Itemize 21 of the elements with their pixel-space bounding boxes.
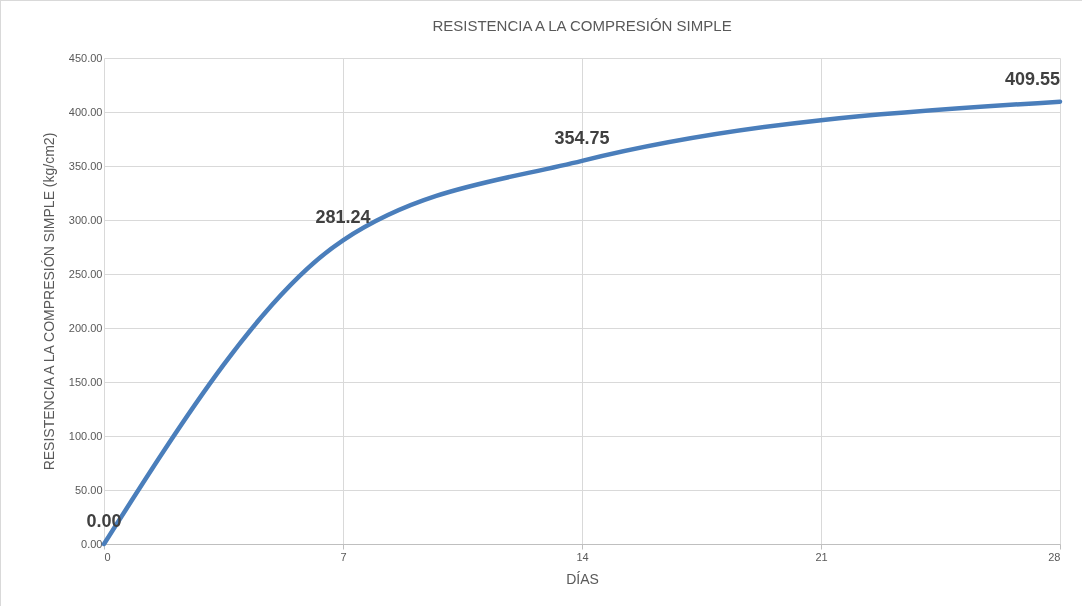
y-tick-label: 100.00	[68, 429, 103, 442]
data-label: 281.24	[315, 207, 371, 228]
y-tick-label: 150.00	[68, 375, 103, 388]
y-tick-label: 250.00	[68, 267, 103, 280]
x-tick-label: 28	[1048, 550, 1061, 563]
y-tick-label: 350.00	[68, 159, 103, 172]
x-tick-label: 14	[576, 550, 589, 563]
x-tick-label: 0	[104, 550, 111, 563]
y-tick-label: 0.00	[81, 537, 103, 550]
data-label: 354.75	[554, 127, 610, 148]
x-tick-label: 21	[815, 550, 828, 563]
chart-title: RESISTENCIA A LA COMPRESIÓN SIMPLE	[432, 17, 732, 34]
y-tick-label: 200.00	[68, 321, 103, 334]
y-tick-label: 400.00	[68, 105, 103, 118]
y-axis-title: RESISTENCIA A LA COMPRESIÓN SIMPLE (kg/cm2)	[40, 132, 57, 471]
data-label: 409.55	[1004, 68, 1060, 89]
x-axis-title: DÍAS	[566, 570, 599, 587]
y-tick-label: 50.00	[74, 483, 103, 496]
y-tick-label: 300.00	[68, 213, 103, 226]
y-tick-label: 450.00	[68, 51, 103, 64]
x-tick-label: 7	[340, 550, 347, 563]
